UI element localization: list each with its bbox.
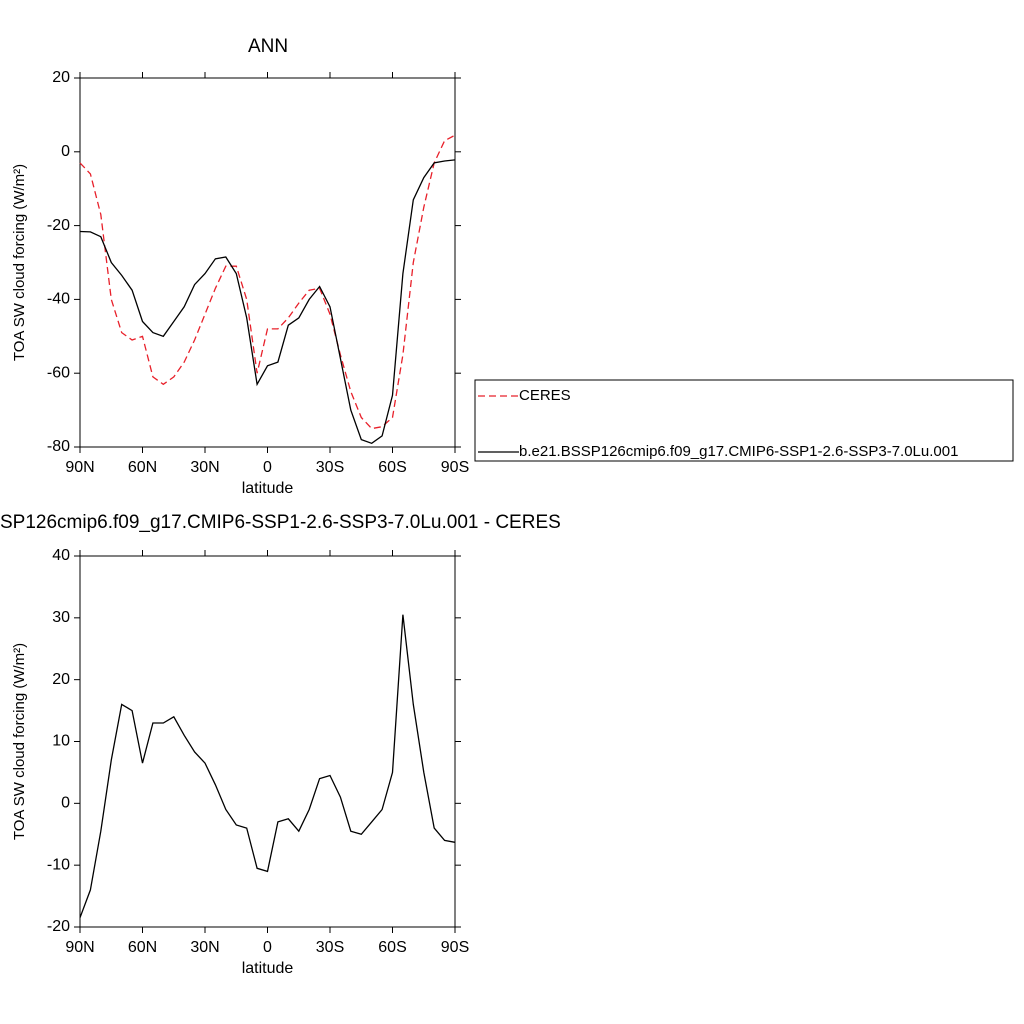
y-tick-label: -20: [47, 217, 70, 234]
x-axis-label: latitude: [242, 480, 294, 497]
y-tick-label: 40: [52, 547, 70, 564]
x-tick-label: 0: [263, 459, 272, 476]
plot-frame: [79, 77, 456, 448]
x-tick-label: 60S: [378, 939, 406, 956]
chart-title: SP126cmip6.f09_g17.CMIP6-SSP1-2.6-SSP3-7…: [0, 512, 561, 533]
x-tick-label: 30N: [190, 459, 219, 476]
x-tick-label: 90S: [441, 939, 469, 956]
y-tick-label: 0: [61, 143, 70, 160]
y-axis-label: TOA SW cloud forcing (W/m²): [11, 164, 28, 361]
x-tick-label: 30S: [316, 939, 344, 956]
series-line: [79, 614, 456, 918]
y-axis-label: TOA SW cloud forcing (W/m²): [11, 643, 28, 840]
legend-box: [474, 379, 1014, 462]
series-line: [79, 134, 456, 430]
x-tick-label: 60N: [128, 939, 157, 956]
y-tick-label: 10: [52, 733, 70, 750]
legend-label: CERES: [519, 387, 571, 404]
y-tick-label: 20: [52, 69, 70, 86]
y-tick-label: -60: [47, 364, 70, 381]
y-tick-label: -20: [47, 918, 70, 935]
y-tick-label: 20: [52, 671, 70, 688]
y-tick-label: -10: [47, 856, 70, 873]
x-tick-label: 60S: [378, 459, 406, 476]
x-tick-label: 60N: [128, 459, 157, 476]
x-tick-label: 30S: [316, 459, 344, 476]
chart-title: ANN: [248, 36, 288, 57]
y-tick-label: -40: [47, 291, 70, 308]
x-tick-label: 90N: [65, 939, 94, 956]
y-tick-label: 30: [52, 609, 70, 626]
series-line: [79, 159, 456, 445]
x-tick-label: 0: [263, 939, 272, 956]
y-tick-label: -80: [47, 438, 70, 455]
legend-label: b.e21.BSSP126cmip6.f09_g17.CMIP6-SSP1-2.…: [519, 443, 958, 460]
x-axis-label: latitude: [242, 960, 294, 977]
x-tick-label: 90N: [65, 459, 94, 476]
y-tick-label: 0: [61, 795, 70, 812]
x-tick-label: 30N: [190, 939, 219, 956]
x-tick-label: 90S: [441, 459, 469, 476]
